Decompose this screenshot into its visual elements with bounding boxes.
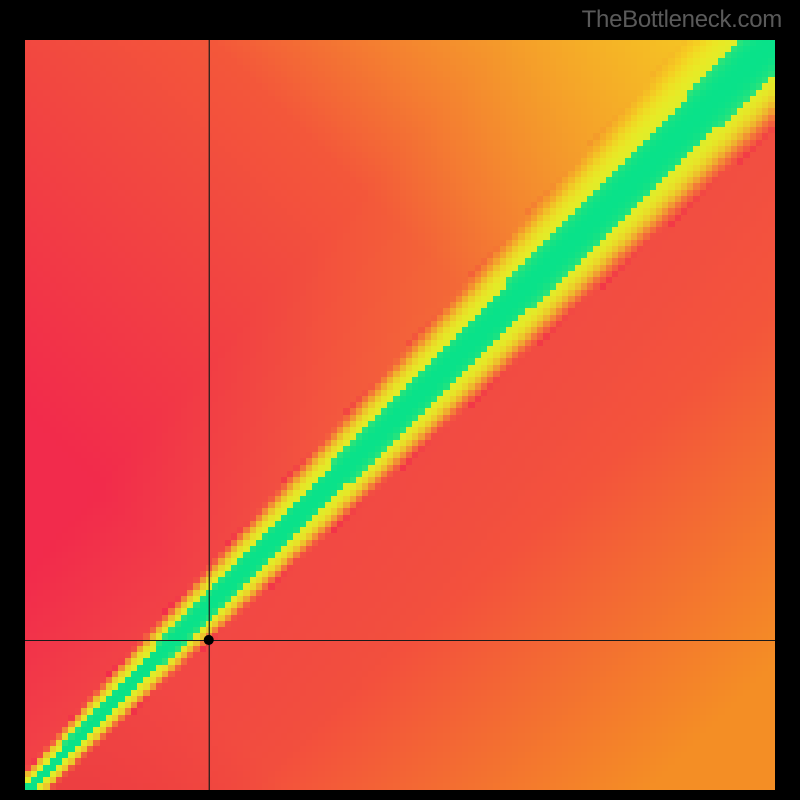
heatmap-canvas [25,40,775,790]
watermark-text: TheBottleneck.com [582,6,782,34]
heatmap-chart [25,40,775,790]
